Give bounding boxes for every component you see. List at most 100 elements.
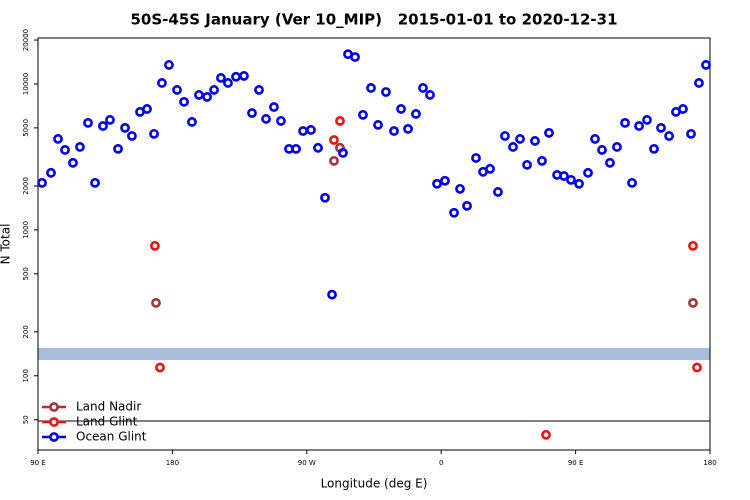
point: [202, 92, 212, 102]
point: [53, 134, 63, 144]
y-tick-label: 2000: [22, 177, 30, 195]
x-tick-label: 180: [703, 459, 716, 467]
y-tick-label: 100: [22, 369, 30, 382]
point: [485, 163, 495, 174]
point: [471, 153, 481, 163]
legend-marker: [49, 417, 59, 427]
y-tick-label: 50: [22, 415, 30, 424]
point: [247, 108, 257, 118]
point: [508, 142, 518, 152]
point: [688, 297, 698, 308]
point: [306, 125, 316, 135]
point: [688, 240, 698, 251]
point: [455, 183, 465, 194]
point: [164, 60, 174, 70]
point: [590, 134, 600, 144]
point: [389, 126, 399, 136]
point: [113, 143, 123, 154]
point: [209, 85, 219, 95]
point: [98, 121, 108, 131]
point: [90, 177, 100, 188]
point: [701, 60, 711, 70]
point: [515, 134, 525, 144]
point: [179, 96, 189, 107]
point: [269, 102, 279, 112]
point: [597, 145, 607, 155]
point: [151, 297, 161, 308]
point: [373, 120, 383, 130]
point: [254, 85, 264, 95]
point: [396, 104, 406, 114]
point: [411, 109, 421, 119]
chart-title: 50S-45S January (Ver 10_MIP) 2015-01-01 …: [130, 11, 617, 29]
point: [418, 83, 428, 93]
point: [298, 126, 308, 136]
point: [231, 71, 241, 82]
x-tick-label: 180: [166, 459, 179, 467]
point: [75, 142, 85, 152]
point: [261, 114, 271, 124]
point: [522, 159, 532, 170]
point: [544, 127, 554, 138]
legend-marker: [49, 432, 59, 442]
point: [37, 177, 47, 188]
point: [381, 87, 391, 97]
shaded-band: [38, 348, 710, 360]
point: [329, 155, 339, 166]
point: [358, 109, 368, 120]
y-tick-label: 20000: [22, 29, 30, 51]
point: [694, 78, 704, 88]
point: [530, 136, 540, 146]
point: [627, 177, 637, 188]
point: [338, 147, 348, 158]
point: [425, 90, 435, 100]
y-axis-label: N Total: [0, 224, 13, 265]
point: [187, 117, 197, 127]
point: [194, 90, 204, 100]
point: [127, 131, 137, 141]
point: [155, 362, 165, 373]
point: [120, 122, 130, 133]
point: [150, 240, 160, 251]
legend-label: Land Nadir: [76, 400, 141, 414]
y-tick-label: 200: [22, 325, 30, 338]
point: [537, 155, 547, 166]
x-tick-label: 0: [439, 459, 443, 467]
point: [583, 167, 593, 178]
point: [642, 115, 652, 125]
point: [291, 143, 301, 154]
point: [649, 143, 659, 154]
point: [449, 207, 459, 218]
point: [541, 429, 551, 440]
point: [313, 142, 323, 153]
x-axis-label: Longitude (deg E): [321, 477, 428, 491]
point: [149, 128, 159, 139]
point: [320, 192, 330, 203]
point: [83, 117, 93, 128]
x-tick-label: 90 E: [30, 459, 46, 467]
y-tick-label: 500: [22, 267, 30, 280]
point: [664, 131, 674, 141]
point: [574, 178, 584, 189]
y-tick-label: 5000: [22, 119, 30, 137]
point: [142, 104, 152, 114]
point: [440, 175, 450, 186]
point: [105, 115, 115, 125]
point: [46, 167, 56, 178]
y-tick-label: 10000: [22, 73, 30, 95]
point: [559, 171, 569, 181]
point: [60, 145, 70, 155]
point: [366, 83, 376, 93]
point: [493, 187, 503, 197]
legend-marker: [49, 402, 59, 412]
point: [686, 128, 696, 139]
point: [500, 131, 510, 141]
point: [335, 116, 345, 126]
point: [678, 104, 688, 114]
point: [68, 157, 78, 168]
point: [327, 289, 337, 300]
point: [329, 135, 339, 145]
x-tick-label: 90 E: [568, 459, 584, 467]
point: [692, 362, 702, 373]
point: [350, 52, 360, 62]
